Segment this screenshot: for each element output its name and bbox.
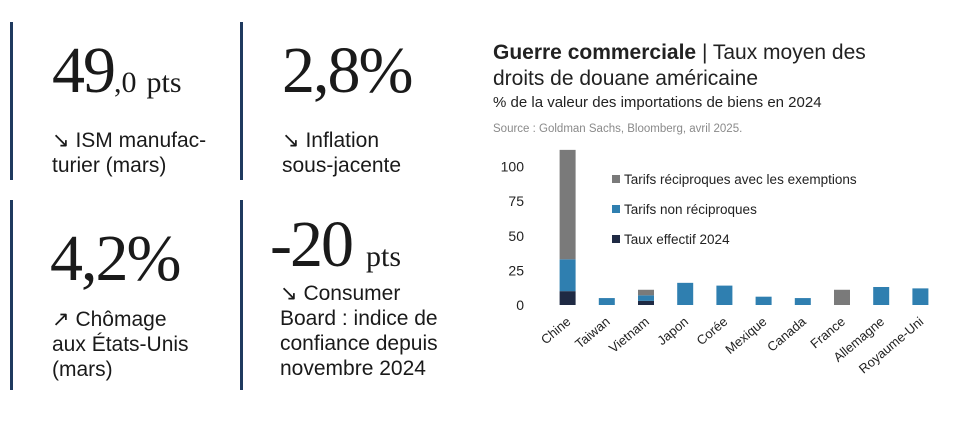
kpi-confidence-label: ↘ Consumer Board : indice de confiance d… bbox=[280, 281, 438, 381]
bar-segment bbox=[677, 282, 694, 305]
legend-label: Tarifs non réciproques bbox=[624, 202, 757, 217]
trend-down-icon: ↘ bbox=[280, 282, 298, 305]
kpi-inflation-number: 2,8% bbox=[282, 34, 413, 107]
bar-segment bbox=[873, 286, 890, 305]
bar-segment bbox=[638, 295, 654, 301]
kpi-unemployment-label-line3: (mars) bbox=[52, 358, 113, 381]
kpi-inflation-label-line1: Inflation bbox=[305, 129, 380, 152]
chart-title-bold: Guerre commerciale bbox=[493, 41, 697, 64]
bar-segment bbox=[598, 298, 615, 305]
bar-segment bbox=[559, 291, 576, 305]
trend-up-icon: ↗ bbox=[52, 308, 70, 331]
chart-subtitle: % de la valeur des importations de biens… bbox=[493, 94, 822, 111]
kpi-divider-4 bbox=[240, 200, 243, 390]
kpi-ism-number: 49 bbox=[52, 34, 116, 107]
kpi-divider-2 bbox=[240, 22, 243, 180]
kpi-divider-1 bbox=[10, 22, 13, 180]
kpi-ism-label: ↘ ISM manufac- turier (mars) bbox=[52, 128, 206, 178]
kpi-confidence-unit: pts bbox=[365, 240, 401, 273]
kpi-confidence-label-line1: Consumer bbox=[303, 282, 401, 305]
kpi-unemployment-label: ↗ Chômage aux États-Unis (mars) bbox=[52, 307, 189, 382]
bar-segment bbox=[559, 149, 576, 260]
chart-source: Source : Goldman Sachs, Bloomberg, avril… bbox=[493, 123, 743, 135]
chart-title-rest: | Taux moyen des bbox=[696, 41, 866, 64]
kpi-divider-3 bbox=[10, 200, 13, 390]
kpi-confidence-label-line2: Board : indice de bbox=[280, 307, 438, 330]
bar-segment bbox=[834, 289, 850, 305]
kpi-confidence-label-line4: novembre 2024 bbox=[280, 357, 426, 380]
x-tick-label: Mexique bbox=[722, 314, 769, 357]
kpi-unemployment-value: 4,2% bbox=[50, 226, 181, 292]
x-tick-label: Vietnam bbox=[606, 314, 652, 356]
bar-segment bbox=[716, 285, 733, 305]
legend-swatch bbox=[612, 235, 620, 243]
y-tick-label: 100 bbox=[501, 159, 525, 175]
kpi-inflation-value: 2,8% bbox=[282, 38, 413, 104]
bar-segment bbox=[794, 298, 811, 305]
y-tick-label: 0 bbox=[516, 297, 524, 313]
kpi-ism-decimal: ,0 bbox=[114, 66, 137, 99]
legend-swatch bbox=[612, 175, 620, 183]
kpi-unemployment-number: 4,2% bbox=[50, 222, 181, 295]
y-tick-label: 75 bbox=[508, 193, 524, 209]
bar-segment bbox=[912, 288, 929, 305]
trend-down-icon: ↘ bbox=[282, 129, 300, 152]
x-tick-label: Japon bbox=[654, 314, 691, 348]
kpi-ism-label-line1: ISM manufac- bbox=[75, 129, 207, 152]
y-tick-label: 25 bbox=[508, 262, 524, 278]
bar-segment bbox=[638, 289, 654, 296]
kpi-unemployment-label-line1: Chômage bbox=[75, 308, 167, 331]
bar-segment bbox=[559, 259, 576, 292]
kpi-confidence-label-line3: confiance depuis bbox=[280, 332, 438, 355]
x-tick-label: Chine bbox=[538, 314, 574, 347]
kpi-confidence-number: -20 bbox=[270, 208, 354, 281]
kpi-inflation-label: ↘ Inflation sous-jacente bbox=[282, 128, 401, 178]
legend-label: Taux effectif 2024 bbox=[624, 232, 730, 247]
kpi-inflation-label-line2: sous-jacente bbox=[282, 154, 402, 177]
trend-down-icon: ↘ bbox=[52, 129, 70, 152]
kpi-ism-label-line2: turier (mars) bbox=[52, 154, 167, 177]
bar-segment bbox=[755, 296, 772, 305]
kpi-confidence-value: -20 pts bbox=[270, 212, 401, 278]
chart-title-line2: droits de douane américaine bbox=[493, 67, 759, 90]
kpi-unemployment-label-line2: aux États-Unis bbox=[52, 333, 189, 356]
y-tick-label: 50 bbox=[508, 228, 524, 244]
legend-swatch bbox=[612, 205, 620, 213]
bar-segment bbox=[638, 300, 654, 305]
kpi-ism-unit: pts bbox=[146, 66, 182, 99]
chart-title: Guerre commerciale | Taux moyen des droi… bbox=[493, 40, 866, 92]
legend-label: Tarifs réciproques avec les exemptions bbox=[624, 172, 857, 187]
x-tick-label: Canada bbox=[764, 313, 809, 354]
kpi-ism-value: 49,0 pts bbox=[52, 38, 182, 104]
